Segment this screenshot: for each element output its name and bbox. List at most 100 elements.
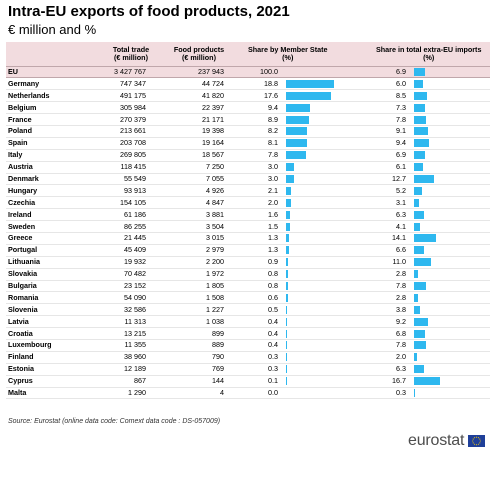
row-country-label: Italy [6, 149, 102, 162]
share-member-state-bar [286, 329, 288, 338]
share-member-state-bar [286, 353, 287, 362]
row-total-trade: 45 409 [102, 244, 160, 257]
share-extra-eu-bar [414, 103, 426, 112]
row-food-products: 44 724 [160, 77, 238, 91]
share-extra-eu-value: 0.3 [396, 387, 406, 397]
row-share-member-state: 0.0 [238, 387, 366, 400]
row-share-member-state: 0.5 [238, 303, 366, 317]
table-row: Bulgaria 23 152 1 805 0.8 7.8 [6, 280, 490, 293]
row-country-label: Luxembourg [6, 339, 102, 352]
row-food-products: 4 847 [160, 196, 238, 210]
header-share-member-state: Share by Member State (%) [238, 42, 366, 67]
row-food-products: 3 015 [160, 232, 238, 245]
row-share-extra-eu: 6.9 [366, 66, 490, 79]
table-row: Germany 747 347 44 724 18.8 6.0 [6, 77, 490, 91]
row-country-label: Hungary [6, 184, 102, 198]
row-country-label: Latvia [6, 315, 102, 329]
row-share-member-state: 0.3 [238, 351, 366, 364]
row-total-trade: 61 186 [102, 208, 160, 222]
share-extra-eu-value: 6.1 [396, 162, 406, 172]
share-extra-eu-bar [414, 341, 427, 350]
share-member-state-bar [286, 198, 292, 207]
chart-title: Intra-EU exports of food products, 2021 [8, 3, 290, 20]
share-member-state-value: 3.0 [268, 162, 278, 172]
row-food-products: 19 398 [160, 125, 238, 138]
table-row: Slovenia 32 586 1 227 0.5 3.8 [6, 303, 490, 317]
share-extra-eu-bar [414, 222, 421, 231]
share-member-state-value: 0.4 [268, 316, 278, 326]
share-member-state-value: 1.5 [268, 221, 278, 231]
row-share-member-state: 8.9 [238, 113, 366, 126]
table-row: France 270 379 21 171 8.9 7.8 [6, 113, 490, 126]
row-share-member-state: 1.3 [238, 244, 366, 257]
row-country-label: Austria [6, 161, 102, 174]
row-share-member-state: 9.4 [238, 101, 366, 115]
share-extra-eu-value: 7.8 [396, 280, 406, 290]
row-food-products: 769 [160, 363, 238, 376]
row-country-label: EU [6, 66, 102, 79]
row-share-extra-eu: 6.9 [366, 149, 490, 162]
table-row: Spain 203 708 19 164 8.1 9.4 [6, 137, 490, 150]
row-country-label: Lithuania [6, 256, 102, 269]
row-total-trade: 12 189 [102, 363, 160, 376]
row-share-extra-eu: 7.3 [366, 101, 490, 115]
table-row: Finland 38 960 790 0.3 2.0 [6, 351, 490, 364]
row-share-member-state: 2.0 [238, 196, 366, 210]
share-extra-eu-bar [414, 317, 429, 326]
share-extra-eu-bar [414, 163, 424, 172]
share-member-state-bar [286, 174, 294, 183]
header-total-trade: Total trade (€ million) [102, 42, 160, 67]
share-member-state-bar [286, 115, 309, 124]
share-extra-eu-value: 9.2 [396, 316, 406, 326]
table-row: Austria 118 415 7 250 3.0 6.1 [6, 161, 490, 174]
row-share-member-state: 17.6 [238, 89, 366, 103]
row-share-extra-eu: 3.8 [366, 303, 490, 317]
row-country-label: Bulgaria [6, 280, 102, 293]
share-member-state-bar [286, 258, 289, 267]
share-member-state-value: 7.8 [268, 150, 278, 160]
row-country-label: Ireland [6, 208, 102, 222]
share-extra-eu-value: 5.2 [396, 185, 406, 195]
row-country-label: Greece [6, 232, 102, 245]
row-country-label: Czechia [6, 196, 102, 210]
row-country-label: Poland [6, 125, 102, 138]
row-share-member-state: 0.8 [238, 280, 366, 293]
row-share-member-state: 0.4 [238, 339, 366, 352]
row-country-label: Sweden [6, 220, 102, 233]
row-food-products: 19 164 [160, 137, 238, 150]
row-share-member-state: 0.6 [238, 291, 366, 305]
share-member-state-bar [286, 341, 288, 350]
row-share-extra-eu: 7.8 [366, 113, 490, 126]
row-country-label: Netherlands [6, 89, 102, 103]
share-member-state-value: 8.2 [268, 126, 278, 136]
data-table: Total trade (€ million) Food products (€… [6, 42, 490, 400]
row-share-extra-eu: 6.3 [366, 363, 490, 376]
share-extra-eu-bar [414, 329, 425, 338]
row-food-products: 7 250 [160, 161, 238, 174]
share-member-state-value: 9.4 [268, 102, 278, 112]
share-member-state-value: 17.6 [264, 90, 278, 100]
share-member-state-value: 0.4 [268, 340, 278, 350]
row-country-label: Finland [6, 351, 102, 364]
row-share-extra-eu: 9.2 [366, 315, 490, 329]
row-share-extra-eu: 9.1 [366, 125, 490, 138]
share-extra-eu-bar [414, 186, 423, 195]
share-extra-eu-bar [414, 210, 424, 219]
row-share-member-state: 0.9 [238, 256, 366, 269]
share-member-state-bar [286, 210, 291, 219]
share-extra-eu-bar [414, 246, 425, 255]
share-member-state-bar [286, 79, 334, 88]
table-header: Total trade (€ million) Food products (€… [6, 42, 490, 67]
row-share-extra-eu: 5.2 [366, 184, 490, 198]
row-food-products: 790 [160, 351, 238, 364]
share-member-state-bar [286, 91, 331, 100]
share-extra-eu-bar [414, 377, 440, 386]
share-extra-eu-bar [414, 365, 424, 374]
row-food-products: 1 227 [160, 303, 238, 317]
share-extra-eu-bar [414, 353, 418, 362]
row-share-extra-eu: 16.7 [366, 375, 490, 388]
share-extra-eu-bar [414, 67, 425, 76]
share-extra-eu-value: 2.0 [396, 352, 406, 362]
row-share-member-state: 3.0 [238, 173, 366, 186]
table-row: Hungary 93 913 4 926 2.1 5.2 [6, 184, 490, 198]
